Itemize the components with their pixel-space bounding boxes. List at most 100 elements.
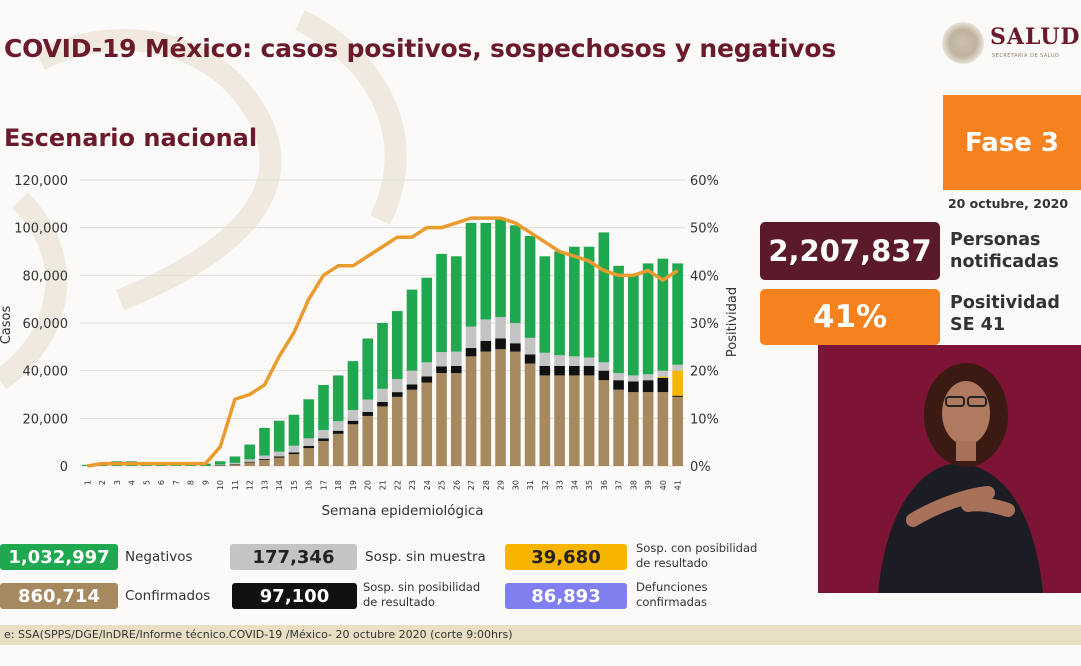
- x-tick-label: 2: [98, 480, 107, 485]
- sosp-sin-pos-label-line2: de resultado: [363, 595, 435, 609]
- bar-segment: [288, 414, 300, 446]
- bar-segment: [332, 375, 344, 422]
- bar-segment: [436, 352, 447, 367]
- negativos-value-text: 1,032,997: [8, 546, 110, 568]
- y-tick-label: 0: [60, 460, 68, 475]
- bar-segment: [421, 277, 433, 363]
- bar-segment: [244, 461, 256, 463]
- sosp-sin-muestra-value-text: 177,346: [252, 546, 335, 568]
- y-tick-label: 20,000: [23, 412, 69, 427]
- x-tick-label: 29: [497, 480, 506, 490]
- bar-segment: [598, 362, 610, 371]
- bar-segment: [509, 323, 521, 344]
- bar-segment: [628, 381, 639, 393]
- bar-segment: [406, 389, 418, 466]
- positividad-label: Positividad SE 41: [950, 292, 1060, 336]
- x-tick-label: 35: [585, 480, 594, 490]
- x-tick-label: 32: [541, 480, 550, 490]
- bar-segment: [657, 258, 669, 371]
- seal-icon: [942, 22, 984, 64]
- bar-segment: [347, 420, 359, 425]
- x-tick-label: 3: [113, 480, 122, 485]
- x-tick-label: 19: [349, 480, 358, 490]
- bar-segment: [273, 457, 285, 466]
- bar-segment: [569, 365, 580, 376]
- x-tick-label: 34: [570, 480, 579, 490]
- bar-segment: [229, 464, 241, 466]
- bar-segment: [259, 455, 270, 460]
- bar-segment: [642, 380, 654, 393]
- bar-segment: [569, 356, 580, 366]
- bar-segment: [347, 361, 359, 410]
- confirmados-value-text: 860,714: [18, 585, 100, 607]
- bar-segment: [288, 454, 300, 466]
- x-tick-label: 33: [556, 480, 565, 490]
- y2-tick-label: 60%: [690, 174, 719, 189]
- x-tick-label: 38: [629, 480, 638, 490]
- bar-segment: [480, 340, 492, 352]
- bar-segment: [465, 356, 477, 466]
- bar-segment: [509, 351, 521, 466]
- bar-segment: [657, 392, 669, 466]
- y2-tick-label: 20%: [690, 365, 719, 380]
- bar-segment: [244, 444, 256, 460]
- bar-segment: [539, 352, 551, 366]
- bar-segment: [495, 349, 506, 466]
- bar-segment: [554, 251, 565, 356]
- source-footer: e: SSA(SPPS/DGE/InDRE/Informe técnico.CO…: [0, 625, 1081, 645]
- x-tick-label: 11: [231, 480, 240, 490]
- bar-segment: [436, 373, 447, 466]
- x-tick-label: 21: [379, 480, 388, 490]
- legend-sosp-sin-muestra-value: 177,346: [230, 544, 357, 570]
- bar-segment: [288, 452, 300, 455]
- bar-segment: [318, 438, 329, 441]
- bar-segment: [480, 319, 492, 341]
- y-axis-label: Casos: [0, 306, 14, 345]
- bar-segment: [377, 388, 388, 402]
- defunciones-label-line2: confirmadas: [636, 595, 708, 609]
- y-tick-label: 40,000: [23, 365, 69, 380]
- bar-segment: [377, 401, 388, 407]
- x-tick-label: 14: [275, 480, 284, 490]
- bar-segment: [509, 343, 521, 352]
- bar-segment: [214, 465, 226, 466]
- bar-segment: [465, 222, 477, 327]
- sosp-con-pos-value-text: 39,680: [531, 546, 601, 568]
- y2-tick-label: 0%: [690, 460, 711, 475]
- interpreter-figure: [818, 345, 1081, 593]
- x-tick-label: 26: [452, 480, 461, 490]
- x-tick-label: 13: [260, 480, 269, 490]
- positividad-value: 41%: [760, 289, 940, 345]
- bar-segment: [273, 420, 285, 452]
- bar-segment: [391, 392, 403, 397]
- x-tick-label: 16: [305, 480, 314, 490]
- bar-segment: [480, 222, 492, 320]
- sosp-con-pos-label-line1: Sosp. con posibilidad: [636, 541, 758, 555]
- notificadas-label-line1: Personas: [950, 230, 1041, 250]
- bar-segment: [450, 256, 462, 352]
- x-tick-label: 18: [334, 480, 343, 490]
- x-tick-label: 9: [201, 480, 210, 485]
- bar-segment: [569, 246, 580, 357]
- bar-segment: [450, 373, 462, 466]
- bar-segment: [332, 433, 344, 466]
- bar-segment: [362, 411, 374, 416]
- logo-subtext: SECRETARÍA DE SALUD: [992, 53, 1060, 59]
- bar-segment: [362, 338, 374, 400]
- bar-segment: [672, 364, 683, 371]
- bar-segment: [259, 460, 270, 466]
- bar-segment: [273, 451, 285, 457]
- x-tick-label: 28: [482, 480, 491, 490]
- bar-segment: [613, 380, 624, 390]
- x-tick-label: 40: [659, 480, 668, 490]
- bar-segment: [583, 246, 595, 358]
- bar-segment: [303, 445, 315, 449]
- bar-segment: [450, 365, 462, 374]
- bar-segment: [421, 376, 433, 383]
- bar-segment: [569, 375, 580, 466]
- x-tick-label: 1: [83, 480, 92, 485]
- bar-segment: [672, 396, 683, 466]
- defunciones-label-line1: Defunciones: [636, 580, 708, 594]
- bar-segment: [229, 464, 241, 465]
- x-tick-label: 15: [290, 480, 299, 490]
